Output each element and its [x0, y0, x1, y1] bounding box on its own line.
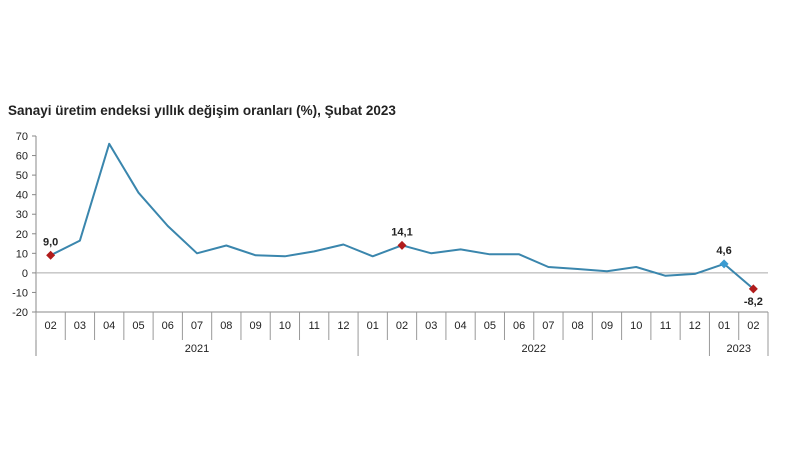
x-tick-label: 02 [45, 320, 57, 332]
y-tick-label: 60 [16, 151, 28, 163]
x-tick-label: 07 [191, 320, 203, 332]
y-tick-label: -20 [12, 307, 28, 319]
series-line [50, 142, 755, 290]
x-tick-label: 01 [718, 320, 730, 332]
x-tick-label: 11 [660, 320, 671, 332]
y-tick-label: 10 [16, 248, 28, 260]
x-tick-label: 07 [542, 320, 554, 332]
x-axis-ticks: 02 03 04 05 06 07 08 09 10 11 12 01 02 03 04 05 06 07 08 09… [35, 312, 769, 340]
x-tick-label: 03 [425, 320, 437, 332]
year-group-labels: 2021 2022 2023 [185, 340, 769, 356]
y-tick-label: 40 [16, 190, 28, 202]
data-markers: 9,0 14,1 4,6 -8,2 [43, 226, 763, 308]
data-marker [748, 284, 758, 294]
x-tick-label: 02 [396, 320, 408, 332]
data-label: 14,1 [391, 226, 412, 238]
x-tick-label: 10 [630, 320, 642, 332]
y-tick-label: 0 [22, 268, 28, 280]
x-tick-label: 09 [601, 320, 613, 332]
y-tick-label: 70 [16, 131, 28, 143]
x-tick-label: 04 [454, 320, 466, 332]
x-tick-label: 08 [572, 320, 584, 332]
series-line-path [50, 142, 755, 290]
year-label: 2021 [185, 343, 209, 355]
data-marker [46, 250, 56, 260]
data-label: -8,2 [744, 296, 763, 308]
year-label: 2023 [726, 343, 750, 355]
x-tick-label: 11 [308, 320, 319, 332]
x-tick-label: 09 [249, 320, 261, 332]
x-tick-label: 12 [689, 320, 701, 332]
x-tick-label: 12 [337, 320, 349, 332]
y-tick-label: 20 [16, 229, 28, 241]
x-tick-label: 02 [747, 320, 759, 332]
data-marker [397, 240, 407, 250]
x-tick-label: 06 [162, 320, 174, 332]
data-label: 4,6 [716, 245, 731, 257]
y-tick-label: 50 [16, 170, 28, 182]
x-tick-label: 01 [367, 320, 379, 332]
x-tick-label: 03 [74, 320, 86, 332]
x-tick-label: 10 [279, 320, 291, 332]
data-label: 9,0 [43, 236, 58, 248]
x-tick-label: 05 [132, 320, 144, 332]
y-tick-label: 30 [16, 209, 28, 221]
chart-title: Sanayi üretim endeksi yıllık değişim ora… [8, 103, 396, 118]
year-label: 2022 [522, 343, 546, 355]
x-tick-label: 04 [103, 320, 115, 332]
x-tick-label: 05 [484, 320, 496, 332]
y-axis-ticks: -20 -10 0 10 20 30 40 50 60 70 [12, 131, 36, 319]
data-marker [719, 259, 729, 269]
x-tick-label: 08 [220, 320, 232, 332]
x-tick-label: 06 [513, 320, 525, 332]
y-tick-label: -10 [12, 287, 28, 299]
